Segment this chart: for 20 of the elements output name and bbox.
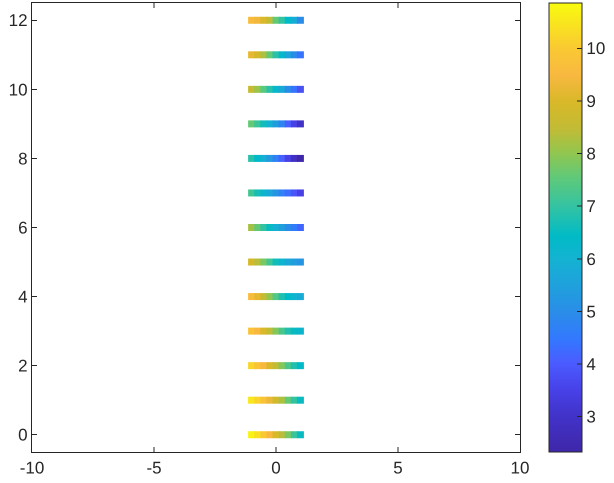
color-bar-label: 6 — [586, 250, 596, 269]
x-tick-label: -10 — [20, 458, 44, 478]
y-tick-label: 2 — [18, 356, 28, 376]
x-tick-label: 10 — [510, 458, 530, 478]
color-bar-label: 4 — [586, 355, 596, 374]
color-bar-label: 7 — [586, 197, 596, 216]
y-tick-label: 0 — [18, 426, 28, 445]
y-tick-label: 12 — [8, 11, 28, 30]
y-tick-label: 10 — [8, 80, 28, 100]
y-tick-label: 8 — [18, 149, 28, 168]
x-tick-label: -5 — [146, 458, 162, 478]
color-bar-label: 8 — [586, 144, 596, 164]
color-bar-label: 3 — [586, 408, 596, 427]
y-tick-label: 4 — [18, 288, 28, 307]
color-bar-label: 5 — [586, 302, 596, 322]
color-bar-label: 9 — [586, 92, 596, 111]
x-tick-label: 0 — [271, 458, 281, 478]
color-bar-label: 10 — [586, 39, 606, 58]
x-tick-label: 5 — [393, 458, 403, 478]
y-tick-label: 6 — [18, 218, 28, 238]
